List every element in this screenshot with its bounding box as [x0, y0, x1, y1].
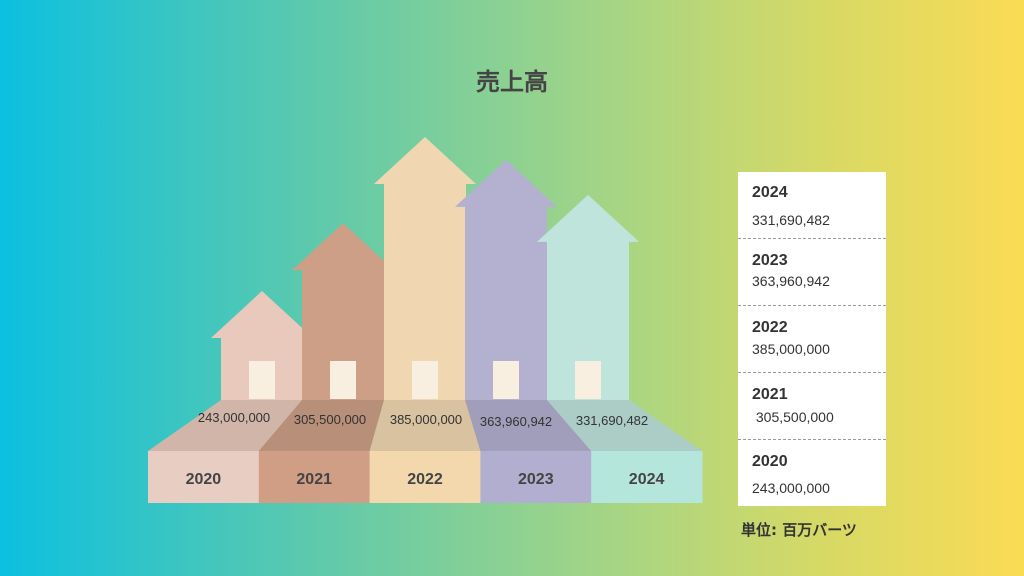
house-window — [249, 361, 275, 399]
legend-value: 243,000,000 — [752, 480, 830, 496]
house-bar-2020 — [211, 291, 313, 400]
year-label: 2022 — [407, 471, 443, 488]
legend-value: 363,960,942 — [752, 273, 830, 289]
floor-slab-2024 — [547, 400, 702, 451]
house-window — [412, 361, 438, 399]
legend-row-2022: 2022 385,000,000 — [738, 306, 886, 372]
data-label: 385,000,000 — [390, 412, 462, 427]
chart-title: 売上高 — [476, 68, 548, 96]
house-shape — [211, 291, 313, 400]
house-shape — [455, 159, 557, 400]
legend-panel: 2024 331,690,482 2023 363,960,942 2022 3… — [738, 172, 886, 506]
legend-divider — [738, 305, 886, 306]
year-box-2020 — [148, 451, 260, 503]
floor-slab-2021 — [258, 400, 384, 451]
house-window — [493, 361, 519, 399]
year-box-2022 — [369, 451, 481, 503]
data-label: 331,690,482 — [576, 413, 648, 428]
legend-divider — [738, 439, 886, 440]
floor-slab-2022 — [369, 400, 481, 451]
year-label: 2020 — [186, 471, 222, 488]
house-shape — [374, 137, 476, 400]
year-label: 2023 — [518, 471, 554, 488]
data-label: 363,960,942 — [480, 414, 552, 429]
legend-row-2020: 2020 243,000,000 — [738, 440, 886, 506]
legend-row-2021: 2021 305,500,000 — [738, 373, 886, 439]
house-shape — [292, 223, 394, 400]
floor-slab-2020 — [148, 400, 303, 451]
legend-year: 2020 — [752, 453, 788, 470]
year-box-2024 — [591, 451, 703, 503]
unit-label: 単位: 百万バーツ — [741, 521, 857, 539]
legend-value: 305,500,000 — [752, 409, 834, 425]
house-window — [575, 361, 601, 399]
floor-slab-2023 — [465, 400, 592, 451]
year-box-2023 — [480, 451, 592, 503]
house-bar-2022 — [374, 137, 476, 400]
legend-divider — [738, 238, 886, 239]
house-bar-2024 — [537, 194, 639, 400]
legend-year: 2024 — [752, 184, 788, 201]
data-label: 243,000,000 — [198, 410, 270, 425]
year-box-2021 — [258, 451, 371, 503]
house-bar-2023 — [455, 159, 557, 400]
legend-value: 385,000,000 — [752, 341, 830, 357]
year-label: 2021 — [296, 471, 332, 488]
year-label: 2024 — [629, 471, 665, 488]
legend-year: 2023 — [752, 252, 788, 269]
data-label: 305,500,000 — [294, 412, 366, 427]
legend-value: 331,690,482 — [752, 212, 830, 228]
house-window — [330, 361, 356, 399]
legend-row-2023: 2023 363,960,942 — [738, 239, 886, 305]
legend-divider — [738, 372, 886, 373]
legend-year: 2022 — [752, 319, 788, 336]
legend-year: 2021 — [752, 386, 788, 403]
legend-row-2024: 2024 331,690,482 — [738, 172, 886, 238]
house-bar-2021 — [292, 223, 394, 400]
house-shape — [537, 194, 639, 400]
